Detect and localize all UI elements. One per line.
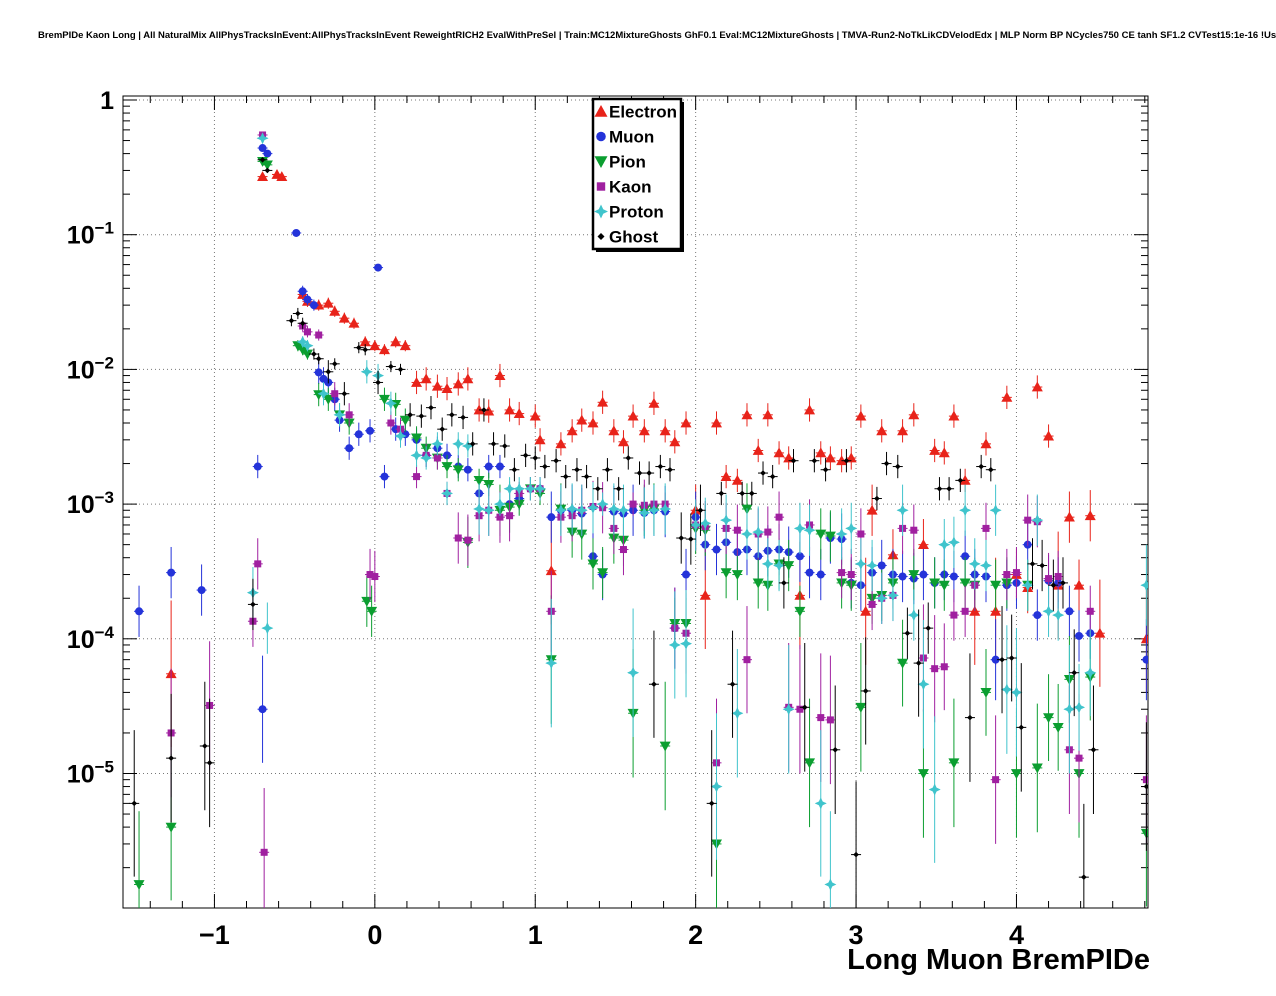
legend-label: Ghost	[609, 228, 658, 247]
axis-ticks	[123, 96, 1148, 908]
legend-label: Pion	[609, 153, 646, 172]
legend-entry-electron: Electron	[594, 103, 677, 122]
legend-label: Kaon	[609, 178, 652, 197]
legend-label: Muon	[609, 128, 654, 147]
axis-labels: −1 0 1 2 3 4 1 10−1 10−2 10−3 10−4 10−5	[67, 87, 1024, 950]
svg-text:3: 3	[849, 920, 864, 950]
series-pion	[133, 157, 1148, 908]
svg-text:4: 4	[1009, 920, 1024, 950]
plot-title: BremPIDe Kaon Long | All NaturalMix AllP…	[38, 30, 1276, 41]
svg-text:1: 1	[100, 87, 114, 115]
svg-text:10−1: 10−1	[67, 219, 114, 250]
svg-text:10−2: 10−2	[67, 353, 114, 384]
plot-frame	[122, 95, 1149, 909]
legend-entry-pion: Pion	[594, 153, 646, 172]
series-proton	[246, 132, 1148, 908]
svg-text:0: 0	[367, 920, 382, 950]
svg-text:10−5: 10−5	[67, 758, 114, 789]
legend: Electron Muon Pion Kaon Proton Ghost	[591, 97, 684, 252]
svg-text:2: 2	[688, 920, 703, 950]
svg-text:10−3: 10−3	[67, 488, 114, 519]
legend-label: Electron	[609, 103, 677, 122]
legend-label: Proton	[609, 203, 664, 222]
legend-entry-proton: Proton	[594, 203, 664, 222]
svg-text:1: 1	[528, 920, 543, 950]
legend-entry-muon: Muon	[596, 128, 654, 147]
legend-entry-ghost: Ghost	[597, 228, 658, 247]
svg-text:−1: −1	[199, 920, 230, 950]
data-area	[129, 131, 1148, 908]
svg-text:10−4: 10−4	[67, 623, 115, 654]
legend-entry-kaon: Kaon	[596, 178, 652, 197]
x-axis-title: Long Muon BremPIDe	[847, 944, 1150, 976]
series-ghost	[129, 156, 1148, 908]
